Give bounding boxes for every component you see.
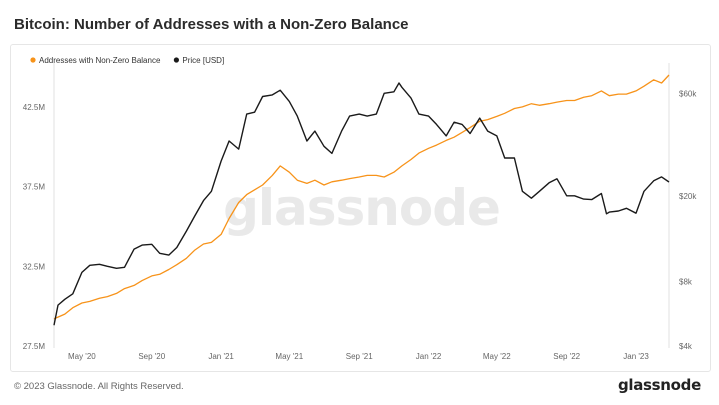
- x-tick-label: Jan '23: [623, 352, 649, 361]
- legend-price-label: Price [USD]: [182, 56, 224, 65]
- watermark: glassnode: [223, 179, 500, 237]
- y-left-tick-label: 27.5M: [23, 342, 46, 351]
- chart-panel: glassnode May '20 Sep '20 Jan '21 May '21 Sep…: [10, 44, 711, 372]
- x-tick-label: Jan '21: [208, 352, 234, 361]
- glassnode-logo: glassnode: [617, 376, 701, 394]
- y-right-tick-label: $60k: [679, 89, 697, 98]
- y-left-tick-label: 42.5M: [23, 103, 46, 112]
- copyright-text: © 2023 Glassnode. All Rights Reserved.: [14, 381, 184, 392]
- addresses-series-line: [53, 74, 670, 320]
- x-tick-label: Jan '22: [416, 352, 442, 361]
- y-right-tick-label: $4k: [679, 342, 693, 351]
- x-tick-label: Sep '21: [346, 352, 373, 361]
- y-left-tick-label: 32.5M: [23, 262, 46, 271]
- x-tick-label: May '21: [275, 352, 303, 361]
- x-tick-label: May '20: [68, 352, 96, 361]
- chart-svg: glassnode May '20 Sep '20 Jan '21 May '21 Sep…: [23, 56, 698, 361]
- legend-price-marker: [173, 57, 179, 63]
- legend-addresses-label: Addresses with Non-Zero Balance: [39, 56, 161, 65]
- chart-title: Bitcoin: Number of Addresses with a Non-…: [14, 16, 409, 33]
- x-tick-label: May '22: [483, 352, 511, 361]
- x-tick-label: Sep '20: [138, 352, 165, 361]
- y-left-tick-label: 37.5M: [23, 183, 46, 192]
- legend-addresses-marker: [30, 57, 36, 63]
- y-right-tick-label: $20k: [679, 192, 697, 201]
- x-tick-label: Sep '22: [553, 352, 580, 361]
- price-series-line: [53, 82, 670, 326]
- y-right-tick-label: $8k: [679, 277, 693, 286]
